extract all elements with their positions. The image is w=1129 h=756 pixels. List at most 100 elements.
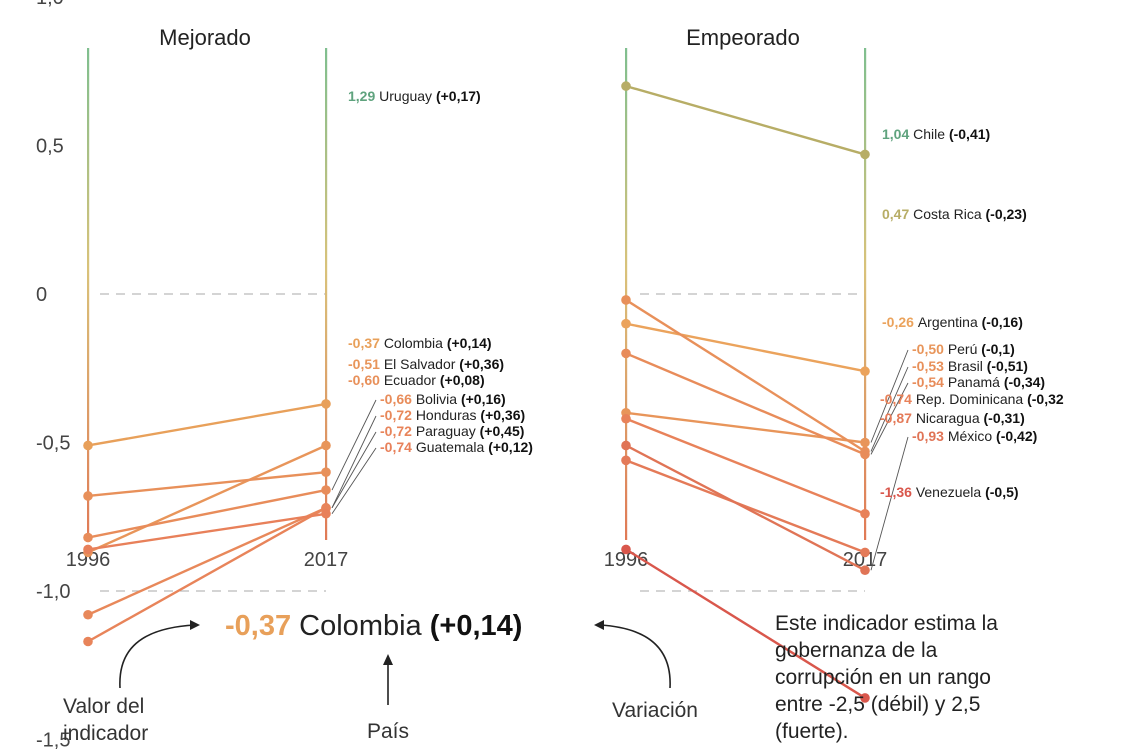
legend-example-variation: (+0,14) [429,610,523,642]
data-label: -0,26 Argentina (-0,16) [882,314,1023,330]
data-point [83,440,93,451]
data-label: -0,72 Paraguay (+0,45) [380,423,524,439]
data-label: -0,60 Ecuador (+0,08) [348,372,485,388]
year-axis-line [325,48,328,540]
panel-title: Mejorado [159,25,251,50]
series-line [87,506,327,616]
legend-example-country: Colombia [299,610,422,642]
data-point [860,366,870,377]
data-point [83,491,93,501]
leader-line [331,431,377,509]
leader-line [331,415,377,509]
series-line [87,488,327,539]
data-label: -0,74 Guatemala (+0,12) [380,439,533,455]
data-point [83,636,93,647]
panel-title: Empeorado [686,25,800,50]
data-point [321,485,331,495]
arrow-value-icon [119,624,196,689]
year-axis-line [625,48,628,540]
series-line [87,471,327,498]
data-label: -1,36 Venezuela (-0,5) [880,484,1019,500]
data-point [860,149,870,160]
y-tick-label: 0 [36,284,47,306]
data-point [621,440,631,451]
series-line [625,84,866,156]
legend-example-value: -0,37 [225,610,292,642]
data-point [621,348,631,359]
data-point [860,437,870,448]
data-label: -0,72 Honduras (+0,36) [380,407,525,423]
series-line [625,548,866,699]
data-point [321,508,331,519]
leader-line [870,349,909,443]
data-point [860,547,870,558]
data-label: -0,93 México (-0,42) [912,428,1037,444]
data-point [860,449,870,460]
x-tick-label: 1996 [604,549,649,571]
series-line [87,444,327,554]
data-label: -0,53 Brasil (-0,51) [912,358,1028,374]
panel-mejorado: Mejorado 1996 2017 1,29 Uruguay (+0,17) -0,3… [66,25,533,647]
y-tick-label: 1,0 [36,0,64,9]
x-tick-label: 2017 [304,549,349,571]
leader-line [870,382,909,455]
arrowhead-value-icon [190,620,200,630]
series-line [625,459,866,554]
leader-line [331,447,377,515]
leader-line [331,399,377,491]
y-tick-label: -0,5 [36,433,70,455]
data-label: 1,29 Uruguay (+0,17) [348,88,481,104]
series-line [87,402,327,447]
data-point [321,399,331,409]
data-point [621,81,631,91]
data-label: 0,47 Costa Rica (-0,23) [882,206,1027,222]
leader-line [870,366,909,452]
data-label: -0,37 Colombia (+0,14) [348,335,492,351]
legend-example: -0,37 Colombia (+0,14) [225,610,522,643]
data-label: -0,50 Perú (-0,1) [912,341,1015,357]
series-line [625,298,866,453]
arrowhead-variation-icon [594,620,604,630]
y-tick-label: -1,5 [36,730,70,752]
series-line [87,512,327,551]
data-label: -0,74 Rep. Dominicana (-0,32 [880,391,1064,407]
x-tick-label: 1996 [66,549,111,571]
data-point [321,467,331,478]
data-label: -0,66 Bolivia (+0,16) [380,391,506,407]
data-point [83,544,93,555]
data-point [621,295,631,305]
data-point [621,318,631,329]
series-line [625,352,866,456]
data-point [621,413,631,424]
data-point [860,508,870,519]
y-tick-label: 0,5 [36,136,64,158]
legend-country-label: País [367,720,410,743]
legend-arrows [119,620,671,705]
leader-line [870,436,909,571]
legend-value-label: Valor del indicador [63,695,149,745]
data-point [621,544,631,555]
legend-variation-label: Variación [612,699,698,722]
data-point [860,565,870,576]
year-axis-line [864,48,867,540]
series-line [625,322,866,373]
data-label: -0,51 El Salvador (+0,36) [348,356,504,372]
arrow-variation-icon [599,624,671,689]
data-point [83,532,93,543]
y-tick-label: -1,0 [36,581,70,603]
data-point [621,455,631,466]
data-label: 1,04 Chile (-0,41) [882,126,990,142]
series-line [625,444,866,572]
data-point [83,609,93,620]
indicator-description: Este indicador estima la gobernanza de l… [775,612,998,743]
arrowhead-country-icon [383,654,393,665]
series-line [625,417,866,515]
data-label: -0,87 Nicaragua (-0,31) [880,410,1025,426]
year-axis-line [87,48,90,540]
data-point [321,440,331,451]
data-label: -0,54 Panamá (-0,34) [912,374,1045,390]
data-point [860,693,870,703]
series-line [87,506,327,643]
